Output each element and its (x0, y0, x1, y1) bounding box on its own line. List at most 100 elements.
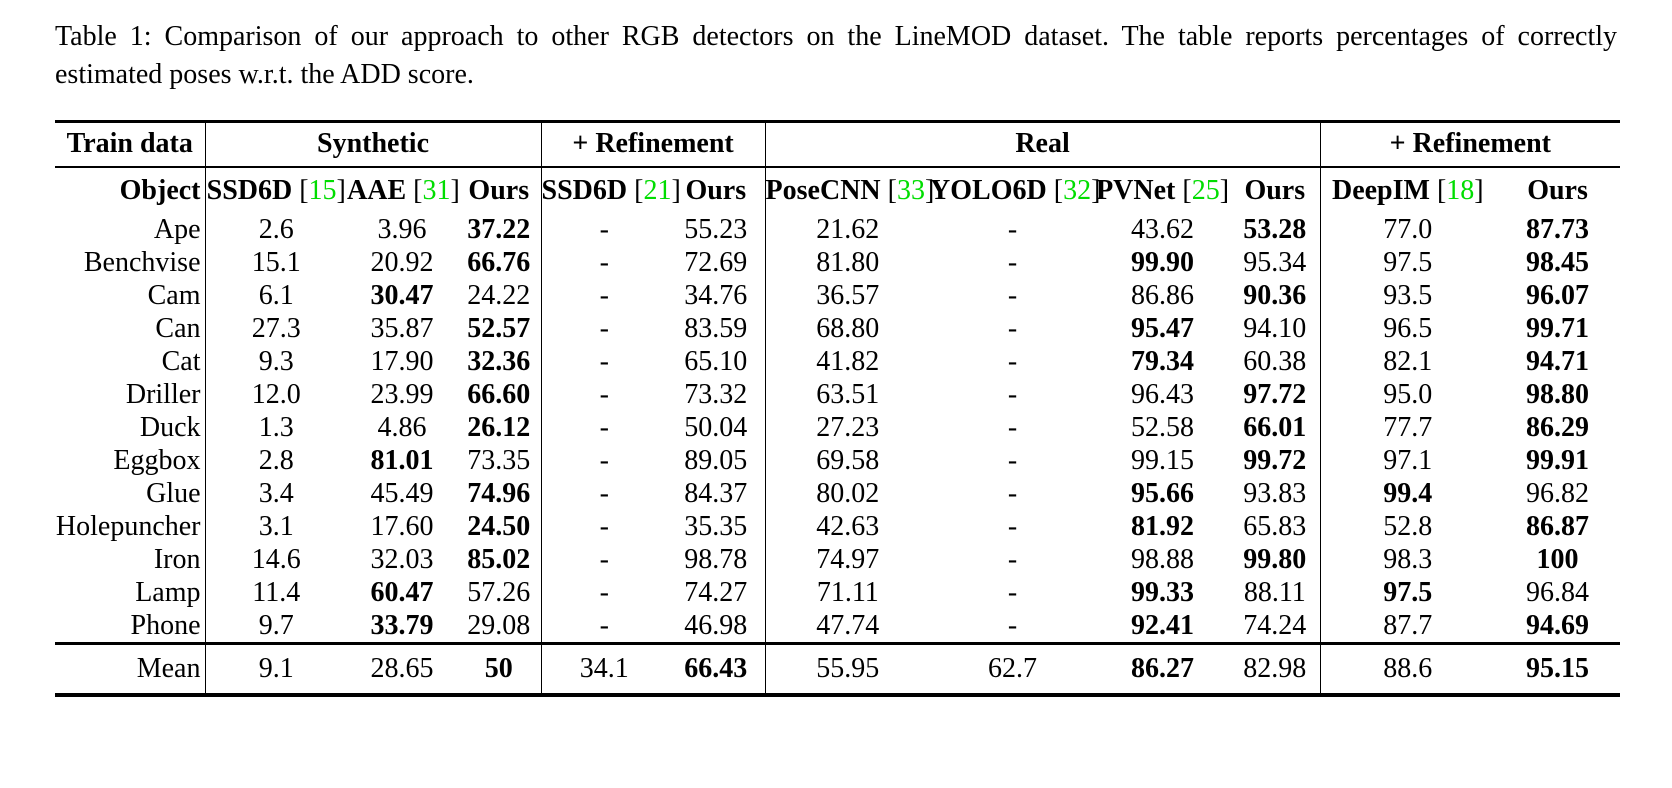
table-row: Glue 3.4 45.49 74.96 - 84.37 80.02 - 95.66 93.83 9… (55, 477, 1620, 511)
col-header-label: PoseCNN (765, 174, 881, 206)
table-cell: 45.49 (370, 478, 434, 510)
table-head: Train data Synthetic + Refinement Real + Ref… (55, 120, 1621, 214)
col-header-label: Object (119, 174, 201, 206)
table-cell: 20.92 (370, 247, 434, 279)
group-header-refinement: + Refinement (541, 120, 766, 168)
table-cell: 35.35 (667, 510, 766, 544)
table-cell: 66.60 (457, 378, 542, 412)
table-cell: 72.69 (667, 246, 766, 280)
col-header-ours: Ours (667, 166, 766, 214)
table-cell: 21.62 (816, 214, 880, 246)
citation-ref[interactable]: 31 (422, 174, 451, 206)
citation-ref[interactable]: 33 (896, 174, 925, 206)
table-cell: 93.5 (1383, 280, 1433, 312)
col-header-ours: Ours (1495, 167, 1620, 214)
row-label-cam: Cam (55, 279, 206, 313)
table-cell: 97.5 (1383, 247, 1433, 279)
table-cell: 60.47 (370, 577, 434, 609)
table-cell: 95.15 (1495, 641, 1621, 698)
table-cell: 3.96 (377, 214, 427, 246)
table-cell: - (1007, 346, 1018, 378)
group-header-real: Real (765, 120, 1321, 168)
table-cell: 57.26 (457, 576, 542, 610)
table-cell: 82.1 (1383, 346, 1433, 378)
col-header-pvnet-25: PVNet [25] (1096, 174, 1230, 206)
col-header-ours: Ours (457, 166, 542, 214)
table-cell: 77.0 (1383, 214, 1433, 246)
table-cell: 12.0 (251, 379, 301, 411)
table-row: Duck 1.3 4.86 26.12 - 50.04 27.23 - 52.58 66.01 77… (55, 411, 1620, 445)
table-cell: 88.11 (1230, 576, 1321, 610)
table-cell: 81.01 (370, 445, 434, 477)
table-cell: 84.37 (667, 477, 766, 511)
table-cell: 52.8 (1383, 511, 1433, 543)
row-label-holepuncher: Holepuncher (55, 510, 206, 544)
row-label-driller: Driller (55, 378, 206, 412)
caption-text: Comparison of our approach to other RGB … (55, 21, 1618, 91)
col-header-ssd6d-15: SSD6D [15] (206, 174, 346, 206)
citation-ref[interactable]: 21 (643, 174, 672, 206)
table-cell: 99.71 (1526, 313, 1590, 345)
table-cell: 81.80 (816, 247, 880, 279)
table-cell: 87.7 (1383, 609, 1433, 641)
table-cell: 99.15 (1131, 445, 1195, 477)
table-cell: 17.60 (370, 511, 434, 543)
table-cell: 90.36 (1230, 279, 1321, 313)
table-cell: 85.02 (457, 543, 542, 577)
table-cell: 66.01 (1230, 411, 1321, 445)
table-cell: 98.45 (1526, 247, 1590, 279)
table-cell: 99.72 (1230, 444, 1321, 478)
table-cell: 94.10 (1230, 312, 1321, 346)
table-cell: - (1007, 379, 1018, 411)
table-cell: 55.23 (667, 213, 766, 247)
citation-ref[interactable]: 18 (1446, 174, 1475, 206)
table-cell: 86.87 (1526, 511, 1590, 543)
table-cell: 89.05 (667, 444, 766, 478)
table-cell: 14.6 (251, 544, 301, 576)
table-cell: 69.58 (816, 445, 880, 477)
group-header-train-data: Train data (55, 120, 206, 168)
table-cell: - (599, 214, 609, 246)
citation-ref[interactable]: 25 (1191, 174, 1220, 206)
table-cell: 95.34 (1230, 246, 1321, 280)
citation-ref[interactable]: 15 (308, 174, 337, 206)
row-label-mean: Mean (55, 641, 206, 698)
table-cell: 86.27 (1095, 641, 1231, 698)
table-cell: 55.95 (765, 641, 931, 698)
table-body: Ape 2.6 3.96 37.22 - 55.23 21.62 - 43.62 53.28 77.… (55, 213, 1620, 644)
col-header-yolo6d-32: YOLO6D [32] (930, 174, 1101, 206)
table-cell: 66.76 (457, 246, 542, 280)
table-cell: 3.4 (258, 478, 294, 510)
table-row: Holepuncher 3.1 17.60 24.50 - 35.35 42.63 - 81.9… (55, 510, 1620, 544)
table-cell: 99.4 (1383, 478, 1433, 510)
table-cell: 79.34 (1131, 346, 1195, 378)
table-cell: 24.22 (457, 279, 542, 313)
col-header-label: PVNet (1096, 174, 1176, 206)
table-cell: 29.08 (457, 609, 542, 644)
table-cell: 96.5 (1383, 313, 1433, 345)
row-label-iron: Iron (55, 543, 206, 577)
table-cell: 23.99 (370, 379, 434, 411)
table-cell: 1.3 (258, 412, 294, 444)
table-cell: 98.3 (1383, 544, 1433, 576)
col-header-label: YOLO6D (930, 174, 1047, 206)
table-cell: 74.97 (816, 544, 880, 576)
table-cell: - (1007, 609, 1018, 641)
row-label-cat: Cat (55, 345, 206, 379)
table-row: Benchvise 15.1 20.92 66.76 - 72.69 81.80 - 99.90… (55, 246, 1620, 280)
table-row: Phone 9.7 33.79 29.08 - 46.98 47.74 - 92.41 74.24… (55, 609, 1620, 644)
citation-ref[interactable]: 32 (1063, 174, 1092, 206)
table-cell: - (599, 511, 609, 543)
row-label-glue: Glue (55, 477, 206, 511)
table-row: Ape 2.6 3.96 37.22 - 55.23 21.62 - 43.62 53.28 77.… (55, 213, 1620, 247)
table-cell: 92.41 (1131, 609, 1195, 641)
table-cell: - (599, 609, 609, 641)
table-cell: 74.27 (667, 576, 766, 610)
col-header-label: Ours (685, 174, 747, 206)
table-cell: 77.7 (1383, 412, 1433, 444)
row-label-phone: Phone (55, 609, 206, 644)
table-cell: - (599, 247, 609, 279)
table-cell: 86.86 (1131, 280, 1195, 312)
col-header-label: AAE (347, 174, 407, 206)
group-header-refinement: + Refinement (1320, 120, 1621, 168)
